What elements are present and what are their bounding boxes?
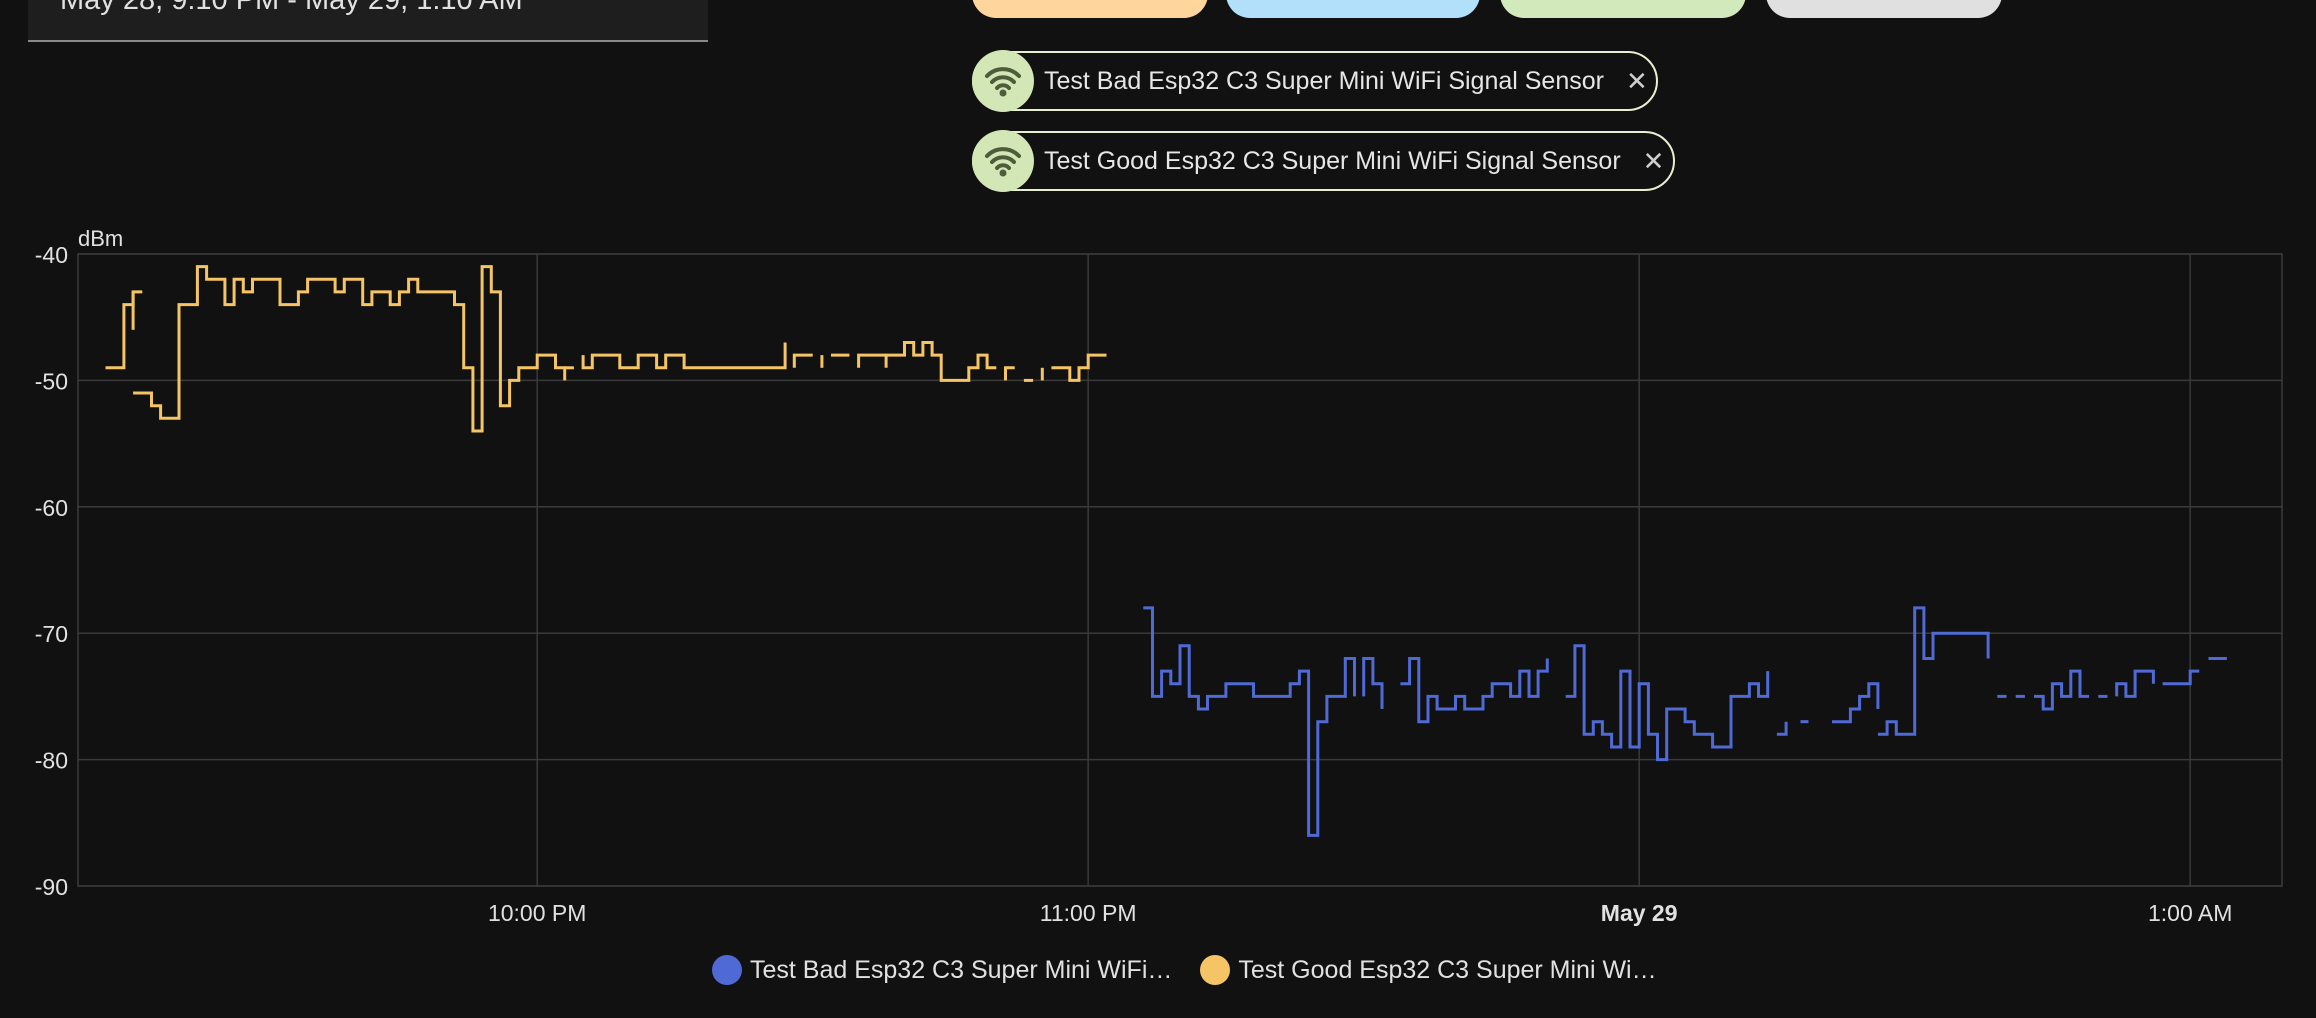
y-tick-label: -60 xyxy=(35,495,68,521)
entity-chip-bad: Test Bad Esp32 C3 Super Mini WiFi Signal… xyxy=(972,50,1658,112)
series-segment xyxy=(1565,644,1770,762)
close-icon[interactable]: ✕ xyxy=(1625,66,1648,96)
series-segment xyxy=(1832,682,1880,724)
date-range-text: May 28, 9:10 PM - May 29, 1:10 AM xyxy=(60,0,523,16)
series-segment xyxy=(857,353,887,368)
series-segment xyxy=(1143,606,1356,837)
y-tick-label: -70 xyxy=(35,621,68,647)
y-axis-label: dBm xyxy=(78,226,123,251)
chart-series xyxy=(105,265,2227,837)
series-segment xyxy=(884,341,997,382)
y-tick-label: -90 xyxy=(35,874,68,900)
series-segment xyxy=(581,342,787,370)
series-segment xyxy=(792,353,813,368)
legend-label: Test Good Esp32 C3 Super Mini Wi… xyxy=(1238,955,1657,984)
y-axis-ticks: -40 -50 -60 -70 -80 -90 xyxy=(35,242,68,900)
target-pill-2[interactable] xyxy=(1226,0,1480,18)
wifi-icon xyxy=(972,50,1034,112)
y-tick-label: -50 xyxy=(35,368,68,394)
history-chart[interactable]: dBm -40 -50 -60 -70 -80 -90 10:00 PM 11:00 PM M… xyxy=(0,0,2316,940)
plot-frame xyxy=(77,253,2283,887)
series-segment xyxy=(2115,669,2155,698)
series-segment xyxy=(1400,657,1549,724)
target-pill-3[interactable] xyxy=(1500,0,1746,18)
entity-chip-good: Test Good Esp32 C3 Super Mini WiFi Signa… xyxy=(972,130,1675,192)
series-segment xyxy=(1877,606,1990,736)
x-tick-label: 10:00 PM xyxy=(488,900,586,926)
legend-swatch xyxy=(1200,955,1231,985)
entity-chip-label: Test Good Esp32 C3 Super Mini WiFi Signa… xyxy=(1044,146,1621,175)
target-pill-1[interactable] xyxy=(972,0,1208,18)
wifi-icon xyxy=(972,130,1034,192)
legend-item-good[interactable]: Test Good Esp32 C3 Super Mini Wi… xyxy=(1200,955,1657,985)
close-icon[interactable]: ✕ xyxy=(1642,146,1665,176)
x-tick-label: 1:00 AM xyxy=(2148,900,2232,926)
x-tick-label: May 29 xyxy=(1601,900,1678,926)
target-pill-4[interactable] xyxy=(1766,0,2002,18)
series-good xyxy=(105,265,1107,433)
chart-legend: Test Bad Esp32 C3 Super Mini WiFi… Test … xyxy=(712,955,1657,985)
date-range-field[interactable]: May 28, 9:10 PM - May 29, 1:10 AM xyxy=(28,0,708,42)
y-tick-label: -80 xyxy=(35,748,68,774)
x-axis-ticks: 10:00 PM 11:00 PM May 29 1:00 AM xyxy=(488,900,2232,926)
series-segment xyxy=(105,290,143,370)
series-segment xyxy=(1051,353,1107,382)
chart-grid xyxy=(77,253,2283,887)
legend-label: Test Bad Esp32 C3 Super Mini WiFi… xyxy=(750,955,1173,984)
series-segment xyxy=(1004,366,1015,381)
series-segment xyxy=(2034,669,2090,711)
series-segment xyxy=(1362,657,1384,709)
series-segment xyxy=(133,265,567,433)
series-segment xyxy=(2162,669,2200,686)
legend-swatch xyxy=(712,955,742,985)
entity-chip-label: Test Bad Esp32 C3 Super Mini WiFi Signal… xyxy=(1044,66,1604,95)
series-segment xyxy=(1776,721,1788,736)
legend-item-bad[interactable]: Test Bad Esp32 C3 Super Mini WiFi… xyxy=(712,955,1172,985)
x-tick-label: 11:00 PM xyxy=(1040,900,1137,926)
y-tick-label: -40 xyxy=(35,242,68,268)
series-bad xyxy=(1143,606,2227,837)
